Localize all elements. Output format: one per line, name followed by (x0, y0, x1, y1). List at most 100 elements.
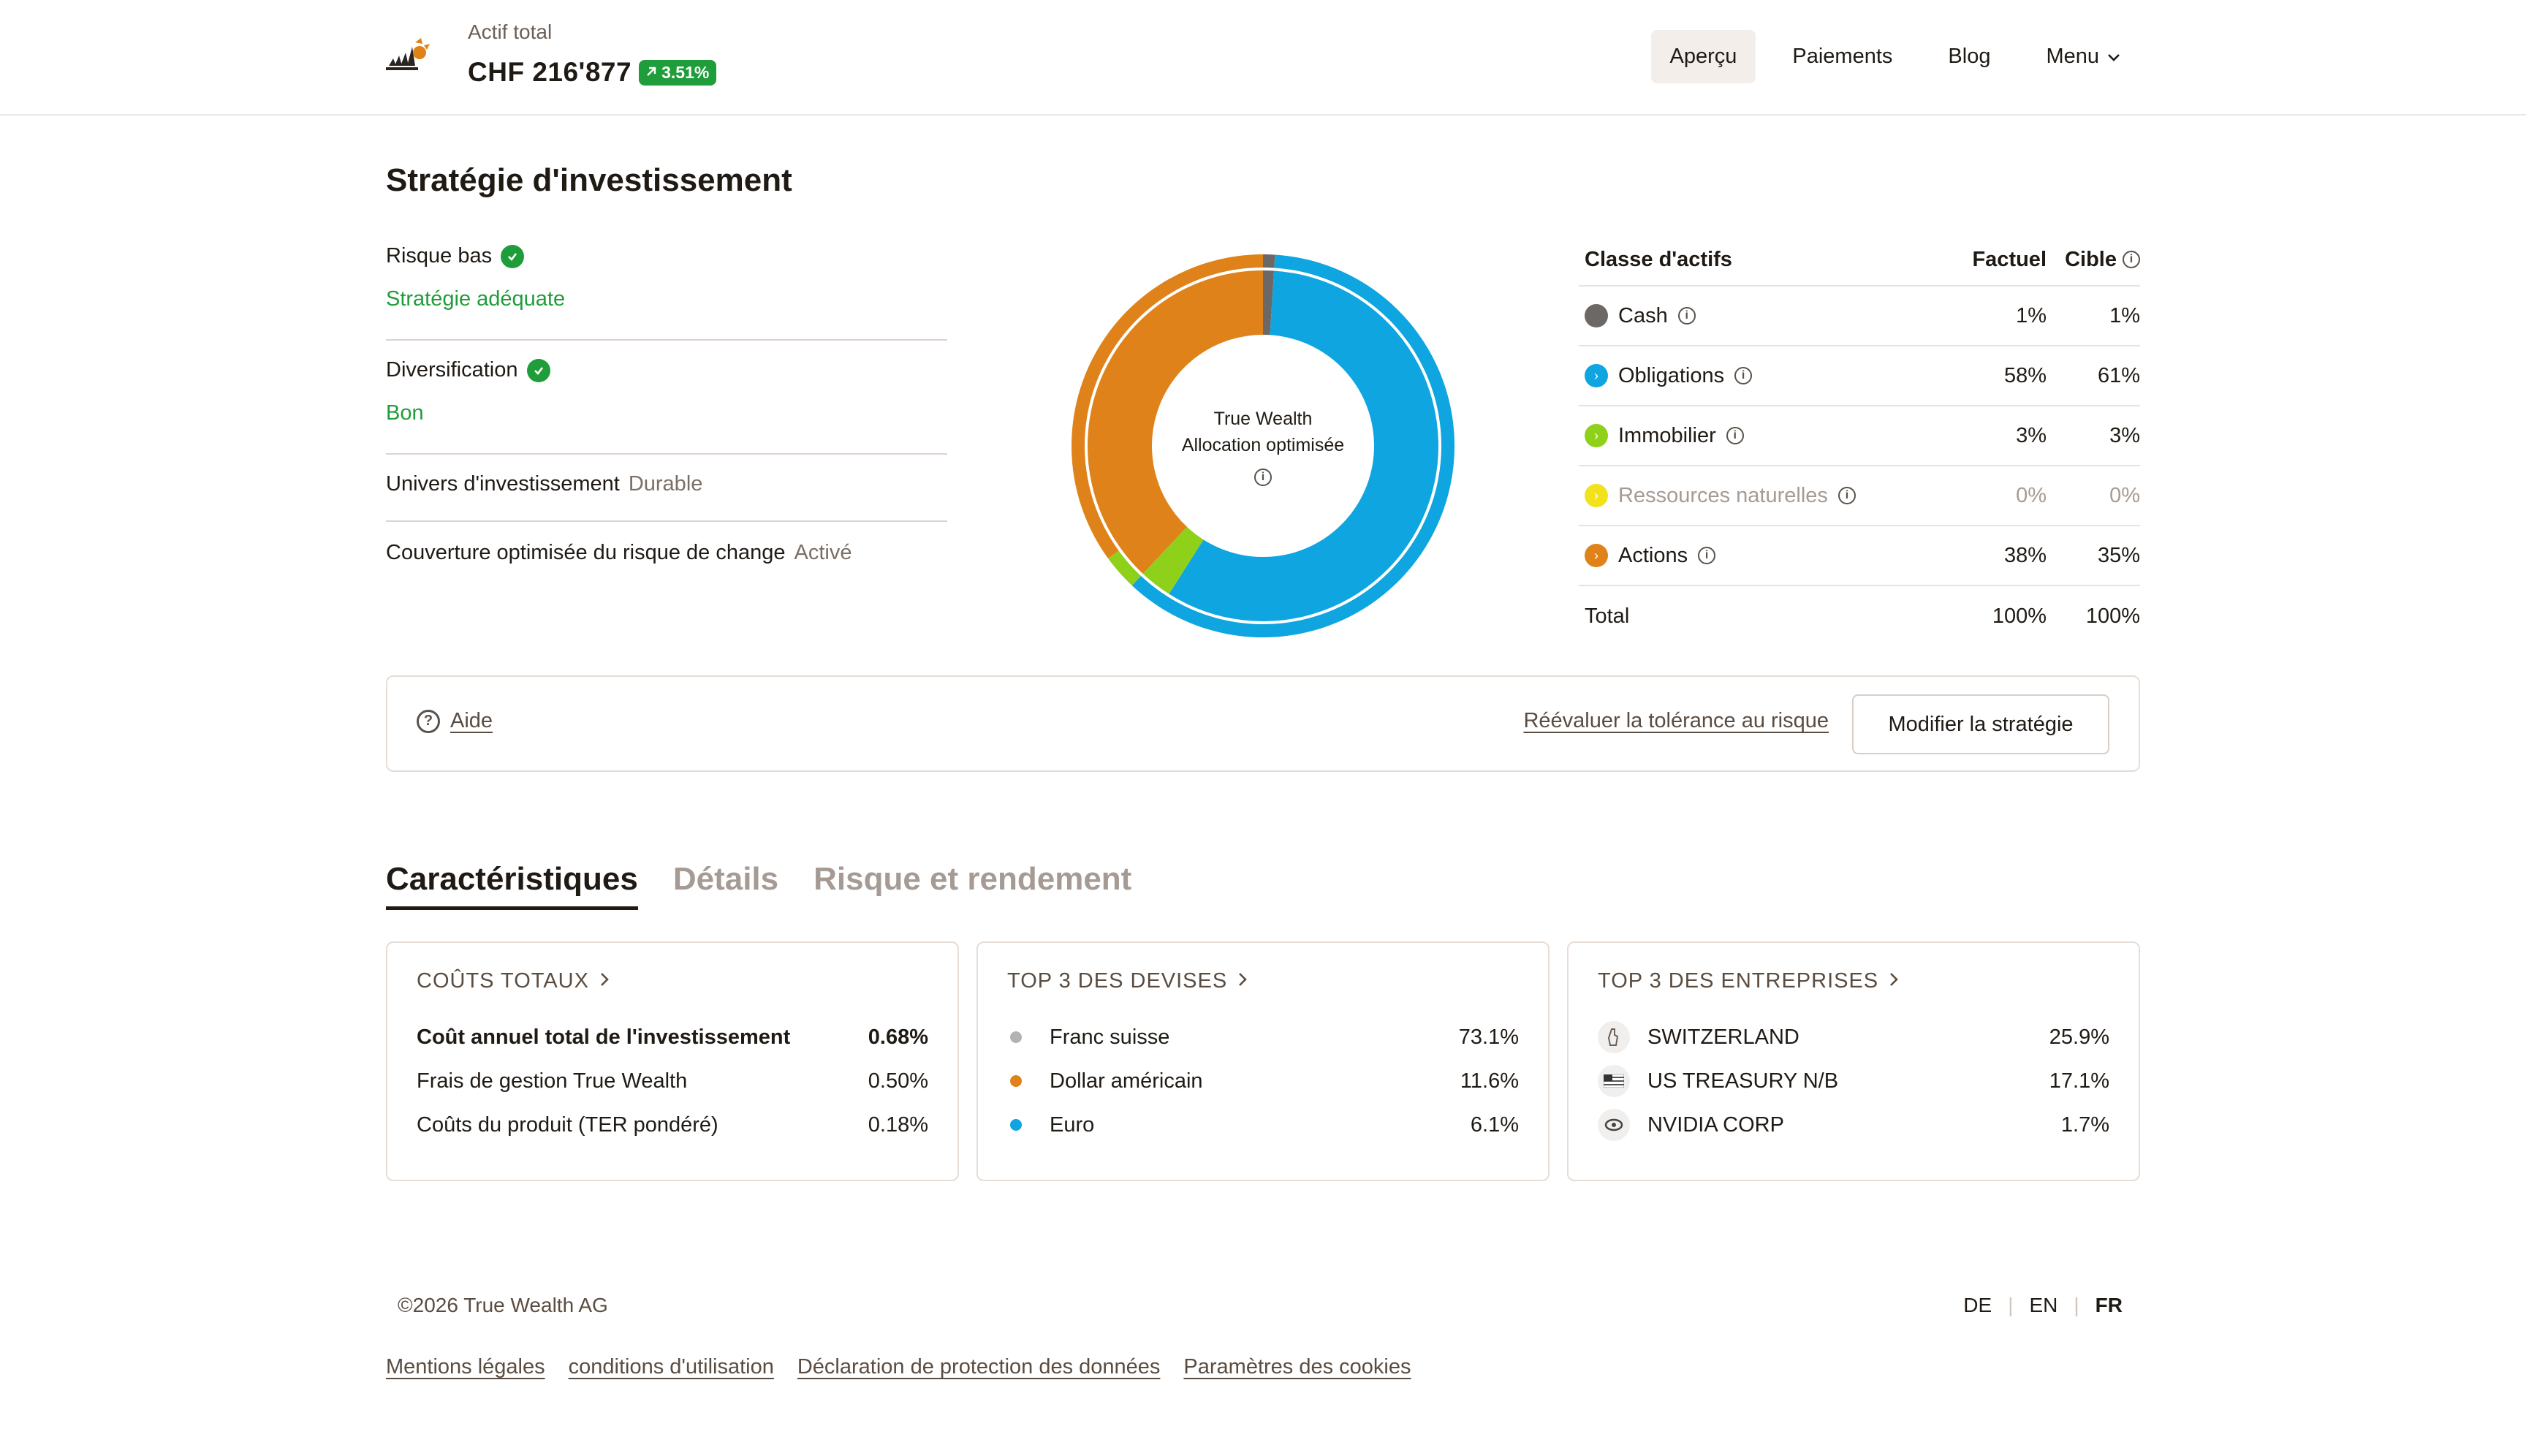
true-wealth-logo-icon[interactable] (386, 37, 431, 75)
cost-row: Frais de gestion True Wealth 0.50% (417, 1059, 928, 1103)
legal-notice-link[interactable]: Mentions légales (386, 1355, 545, 1379)
arrow-up-right-icon (645, 63, 658, 83)
currency-row: Franc suisse 73.1% (1007, 1015, 1519, 1059)
target-slice-immobilier[interactable] (1108, 550, 1141, 585)
company-row: SWITZERLAND 25.9% (1598, 1015, 2109, 1059)
currency-color-dot (1010, 1119, 1022, 1131)
language-switcher: DE | EN | FR (1963, 1294, 2123, 1317)
info-icon[interactable]: i (1254, 469, 1272, 486)
performance-value: 3.51% (661, 62, 710, 82)
universe-label: Univers d'investissement (386, 472, 620, 496)
card-title-label: TOP 3 DES ENTREPRISES (1598, 969, 1879, 993)
info-icon[interactable]: i (1734, 367, 1753, 384)
strategy-actions-box: ? Aide Réévaluer la tolérance au risque … (386, 675, 2140, 772)
target-slice-cash[interactable] (1263, 254, 1275, 268)
chevron-right-icon[interactable]: › (1585, 544, 1608, 567)
currency-row: Euro 6.1% (1007, 1103, 1519, 1147)
donut-center-label: True Wealth Allocation optimisée i (1058, 241, 1468, 651)
cookie-settings-link[interactable]: Paramètres des cookies (1183, 1355, 1411, 1379)
tab-caracteristiques[interactable]: Caractéristiques (386, 861, 638, 910)
actual-slice-cash[interactable] (1263, 270, 1275, 335)
nav-item-label: Blog (1948, 45, 1991, 68)
actual-slice-obligations[interactable] (1169, 270, 1438, 621)
terms-link[interactable]: conditions d'utilisation (568, 1355, 774, 1379)
company-label: US TREASURY N/B (1647, 1069, 1839, 1093)
asset-actual: 0% (2016, 483, 2047, 507)
header-actual: Factuel (1972, 247, 2047, 271)
asset-name: Immobilier (1618, 423, 1716, 447)
nav-item-apercu[interactable]: Aperçu (1650, 30, 1756, 83)
lang-separator: | (2008, 1294, 2014, 1316)
total-target: 100% (2085, 604, 2140, 628)
help-link[interactable]: ? Aide (417, 709, 493, 733)
currency-value: 6.1% (1470, 1112, 1519, 1137)
diversification-status: Bon (386, 401, 424, 425)
nav-item-menu[interactable]: Menu (2027, 30, 2140, 83)
actual-slice-immobilier[interactable] (1142, 526, 1204, 594)
privacy-link[interactable]: Déclaration de protection des données (797, 1355, 1161, 1379)
company-label: SWITZERLAND (1647, 1025, 1799, 1049)
top-companies-link[interactable]: TOP 3 DES ENTREPRISES (1598, 969, 2109, 993)
asset-target: 61% (2097, 363, 2140, 387)
chevron-right-icon[interactable]: › (1585, 424, 1608, 447)
reevaluate-risk-link[interactable]: Réévaluer la tolérance au risque (1523, 709, 1829, 732)
cost-row: Coûts du produit (TER pondéré) 0.18% (417, 1103, 928, 1147)
company-value: 17.1% (2049, 1069, 2109, 1093)
table-row: › Obligations i 58% 61% (1579, 346, 2140, 406)
currency-color-dot (1010, 1075, 1022, 1087)
header-target: Cible i (2047, 248, 2140, 272)
info-icon[interactable]: i (1698, 547, 1716, 564)
tab-risque-rendement[interactable]: Risque et rendement (813, 861, 1132, 897)
asset-class-table: Classe d'actifs Factuel Cible i Cash i 1… (1579, 234, 2140, 646)
nav-item-paiements[interactable]: Paiements (1773, 30, 1911, 83)
info-icon[interactable]: i (1726, 427, 1744, 444)
table-row: › Immobilier i 3% 3% (1579, 406, 2140, 466)
company-row: NVIDIA CORP 1.7% (1598, 1103, 2109, 1147)
asset-target: 35% (2097, 543, 2140, 567)
hedging-label: Couverture optimisée du risque de change (386, 541, 786, 564)
target-slice-actions[interactable] (1072, 254, 1263, 558)
cost-label: Coût annuel total de l'investissement (417, 1025, 791, 1049)
nav-item-label: Menu (2046, 45, 2099, 68)
total-label: Total (1585, 604, 1630, 628)
currency-row: Dollar américain 11.6% (1007, 1059, 1519, 1103)
info-icon[interactable]: i (2123, 251, 2140, 268)
chevron-right-icon (1237, 969, 1248, 993)
actual-slice-actions[interactable] (1087, 270, 1263, 574)
hedging-value: Activé (794, 541, 852, 564)
main-nav: Aperçu Paiements Blog Menu (1650, 30, 2141, 83)
donut-label-line2: Allocation optimisée (1181, 435, 1345, 455)
tab-details[interactable]: Détails (672, 861, 779, 897)
donut-svg (1072, 254, 1454, 638)
allocation-donut-chart[interactable]: True Wealth Allocation optimisée i (1058, 241, 1468, 651)
asset-name: Cash (1618, 303, 1668, 327)
target-slice-obligations[interactable] (1131, 254, 1454, 638)
table-row: › Ressources naturelles i 0% 0% (1579, 466, 2140, 526)
currency-color-dot (1010, 1031, 1022, 1043)
info-icon[interactable]: i (1677, 307, 1696, 325)
lang-de[interactable]: DE (1963, 1294, 1992, 1316)
company-value: 1.7% (2060, 1112, 2109, 1137)
top-companies-card: TOP 3 DES ENTREPRISES SWITZERLAND 25.9% … (1567, 941, 2140, 1181)
switzerland-logo-icon (1598, 1021, 1630, 1053)
lang-en[interactable]: EN (2029, 1294, 2058, 1316)
info-icon[interactable]: i (1837, 487, 1856, 504)
currency-label: Franc suisse (1050, 1025, 1170, 1049)
check-circle-icon (501, 244, 525, 268)
top-currencies-link[interactable]: TOP 3 DES DEVISES (1007, 969, 1519, 993)
company-value: 25.9% (2049, 1025, 2109, 1049)
lang-fr[interactable]: FR (2095, 1294, 2123, 1316)
total-costs-link[interactable]: COÛTS TOTAUX (417, 969, 928, 993)
modify-strategy-button[interactable]: Modifier la stratégie (1852, 694, 2109, 754)
risk-label: Risque bas (386, 244, 493, 268)
currency-value: 73.1% (1458, 1025, 1519, 1049)
cost-row: Coût annuel total de l'investissement 0.… (417, 1015, 928, 1059)
nav-item-blog[interactable]: Blog (1929, 30, 2009, 83)
chevron-right-icon[interactable]: › (1585, 484, 1608, 507)
cost-value: 0.68% (868, 1025, 928, 1049)
asset-actual: 3% (2016, 423, 2047, 447)
risk-status: Stratégie adéquate (386, 287, 566, 311)
chevron-right-icon[interactable]: › (1585, 364, 1608, 387)
asset-target: 0% (2109, 483, 2140, 507)
card-title-label: COÛTS TOTAUX (417, 969, 589, 993)
